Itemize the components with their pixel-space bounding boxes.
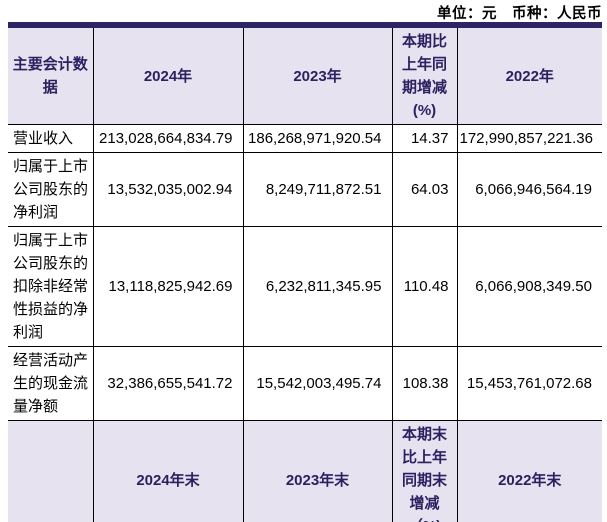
cell-pct: 64.03 [391, 152, 458, 227]
header-2023: 2023年 [242, 24, 393, 125]
table-row-net-profit: 归属于上市公司股东的净利润 13,532,035,002.94 8,249,71… [8, 152, 602, 227]
unit-currency-caption: 单位：元 币种：人民币 [437, 6, 602, 22]
cell-2024: 32,386,655,541.72 [92, 346, 244, 421]
cell-2022: 6,066,908,349.50 [456, 226, 602, 347]
header-pct-change-end: 本期末比上年同期末增减（%) [391, 420, 458, 522]
row-label: 归属于上市公司股东的净利润 [8, 152, 94, 227]
row-label: 营业收入 [8, 124, 94, 153]
table-header-row-bottom: 2024年末 2023年末 本期末比上年同期末增减（%) 2022年末 [8, 420, 602, 522]
cell-2023: 8,249,711,872.51 [242, 152, 393, 227]
key-financials-table: 主要会计数据 2024年 2023年 本期比上年同期增减 (%) 2022年 营… [8, 22, 602, 522]
header-2024-end: 2024年末 [92, 420, 244, 522]
cell-pct: 14.37 [391, 124, 458, 153]
cell-pct: 108.38 [391, 346, 458, 421]
header-pct-change: 本期比上年同期增减 (%) [391, 24, 458, 125]
header-2022-end: 2022年末 [456, 420, 602, 522]
header-2023-end: 2023年末 [242, 420, 393, 522]
table-row-revenue: 营业收入 213,028,664,834.79 186,268,971,920.… [8, 124, 602, 153]
header-indicator: 主要会计数据 [8, 24, 94, 125]
cell-2023: 15,542,003,495.74 [242, 346, 393, 421]
cell-2022: 172,990,857,221.36 [456, 124, 602, 153]
table-row-operating-cash-flow: 经营活动产生的现金流量净额 32,386,655,541.72 15,542,0… [8, 346, 602, 421]
cell-2024: 13,118,825,942.69 [92, 226, 244, 347]
cell-2023: 186,268,971,920.54 [242, 124, 393, 153]
cell-2024: 213,028,664,834.79 [92, 124, 244, 153]
header-2022: 2022年 [456, 24, 602, 125]
table-row-net-profit-deducted: 归属于上市公司股东的扣除非经常性损益的净利润 13,118,825,942.69… [8, 226, 602, 347]
cell-2023: 6,232,811,345.95 [242, 226, 393, 347]
row-label: 经营活动产生的现金流量净额 [8, 346, 94, 421]
cell-2024: 13,532,035,002.94 [92, 152, 244, 227]
cell-pct: 110.48 [391, 226, 458, 347]
row-label: 归属于上市公司股东的扣除非经常性损益的净利润 [8, 226, 94, 347]
cell-2022: 15,453,761,072.68 [456, 346, 602, 421]
table-header-row-top: 主要会计数据 2024年 2023年 本期比上年同期增减 (%) 2022年 [8, 24, 602, 125]
header-indicator-empty [8, 420, 94, 522]
cell-2022: 6,066,946,564.19 [456, 152, 602, 227]
header-2024: 2024年 [92, 24, 244, 125]
